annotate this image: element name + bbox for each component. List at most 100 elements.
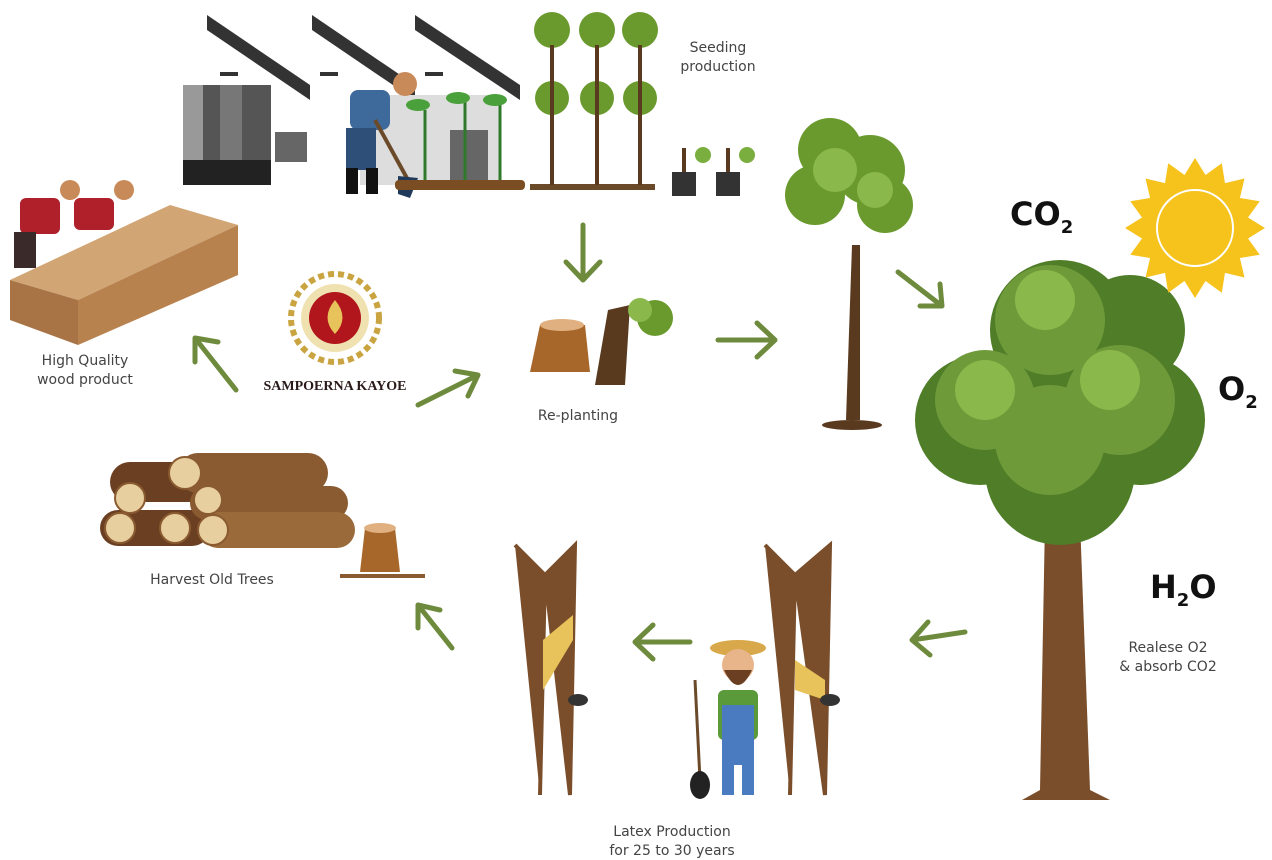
farmer-part: [690, 771, 710, 799]
formula-part: O: [1189, 568, 1216, 606]
seedlings-part: [446, 92, 470, 104]
logo: SAMPOERNA KAYOE: [263, 274, 406, 394]
farmer-part: [695, 680, 700, 780]
replant-stump-part: [595, 305, 630, 385]
young-tree-part: [846, 245, 860, 420]
flow-arrows-part: [418, 371, 478, 405]
wood-stack-part: [74, 198, 114, 230]
farmer-part: [742, 760, 754, 795]
young-tree-part: [822, 420, 882, 430]
flow-arrows-part: [195, 338, 236, 390]
worker-part: [366, 168, 378, 194]
flow-arrows-part: [418, 605, 452, 648]
big-tree-part-part: [1015, 270, 1075, 330]
sun: [1125, 158, 1265, 298]
logs-part: [364, 523, 396, 533]
logs-part-part: [198, 515, 228, 545]
logs: [100, 453, 425, 576]
wood-stack: [10, 180, 238, 345]
big-tree: [915, 260, 1205, 800]
young-tree-part-part: [813, 148, 857, 192]
formula-sub: 2: [1061, 217, 1074, 238]
h2o: H2O: [1150, 568, 1217, 611]
formula-part: H: [1150, 568, 1177, 606]
formula-sub: 2: [1245, 392, 1258, 413]
flow-arrows: [195, 225, 965, 659]
label-line: High Quality: [42, 353, 129, 369]
seedlings-part: [716, 172, 740, 196]
farmer-part: [722, 760, 734, 795]
label-line: Latex Production: [613, 824, 730, 840]
replant-stump-part: [628, 298, 652, 322]
farmer: [690, 640, 766, 799]
flow-arrows-part: [912, 622, 965, 655]
logs-part-part: [105, 513, 135, 543]
logo-name: SAMPOERNA KAYOE: [263, 379, 406, 394]
worker-part: [350, 90, 390, 130]
seedlings-part: [395, 180, 525, 190]
harvest-label: Harvest Old Trees: [150, 572, 274, 588]
nursery-buildings-part: [183, 160, 271, 185]
logs-part: [360, 528, 400, 572]
worker-part: [346, 168, 358, 194]
farmer-part: [722, 705, 754, 765]
seedlings-part-part: [534, 12, 570, 48]
flow-arrows-part: [635, 625, 690, 659]
formula-sub: 2: [1177, 590, 1190, 611]
replant-stump-part: [540, 319, 584, 331]
worker-part: [393, 72, 417, 96]
seedlings-part: [530, 184, 655, 190]
big-tree-part: [1022, 520, 1110, 800]
replant-stump: [530, 298, 673, 385]
big-tree-part-part: [1080, 350, 1140, 410]
seedlings-part: [483, 94, 507, 106]
nursery-buildings-part: [425, 72, 443, 76]
sun-part: [1147, 180, 1243, 276]
seedlings-part-part: [579, 12, 615, 48]
big-tree-part-part: [955, 360, 1015, 420]
label-line: production: [680, 59, 755, 75]
label-line: Seeding: [690, 40, 747, 56]
seedlings-part: [406, 99, 430, 111]
logs-part-part: [160, 513, 190, 543]
worker-part: [346, 128, 376, 170]
seeding-label: Seeding production: [680, 40, 755, 75]
wood-stack-part: [20, 198, 60, 234]
seedlings-part-part: [622, 12, 658, 48]
farmer-part: [724, 670, 752, 685]
flow-arrows-part: [898, 272, 942, 306]
nursery-buildings-part: [320, 72, 338, 76]
co2: CO2: [1010, 195, 1073, 238]
seedlings-part: [672, 172, 696, 196]
formula-part: O: [1218, 370, 1245, 408]
nursery-buildings-part: [275, 132, 307, 162]
replant-stump-part: [530, 325, 590, 372]
formula-part: CO: [1010, 195, 1061, 233]
replanting-label: Re-planting: [538, 408, 618, 424]
latex-trees-part: [820, 694, 840, 706]
nursery-buildings-part: [415, 15, 520, 100]
wood-stack-part: [14, 232, 36, 268]
o2: O2: [1218, 370, 1258, 413]
nursery-buildings-part: [220, 72, 238, 76]
diagram: SAMPOERNA KAYOE S: [0, 0, 1272, 860]
release-label: Realese O2 & absorb CO2: [1119, 640, 1217, 675]
nursery-buildings-part: [450, 130, 488, 185]
young-tree: [785, 118, 913, 430]
label-line: for 25 to 30 years: [609, 843, 734, 859]
latex-trees-part: [568, 694, 588, 706]
label-line: & absorb CO2: [1119, 659, 1217, 675]
flow-arrows-part: [566, 225, 600, 280]
seedlings-part: [695, 147, 711, 163]
flow-arrows-part: [718, 323, 775, 357]
logs-part-part: [115, 483, 145, 513]
label-line: wood product: [37, 372, 133, 388]
wood-stack-part: [60, 180, 80, 200]
young-tree-part-part: [857, 172, 893, 208]
seedlings-part: [552, 45, 640, 185]
latex-label: Latex Production for 25 to 30 years: [609, 824, 734, 859]
wood-label: High Quality wood product: [37, 353, 133, 388]
logs-part-part: [169, 457, 201, 489]
logs-part-part: [194, 486, 222, 514]
label-line: Realese O2: [1128, 640, 1207, 656]
